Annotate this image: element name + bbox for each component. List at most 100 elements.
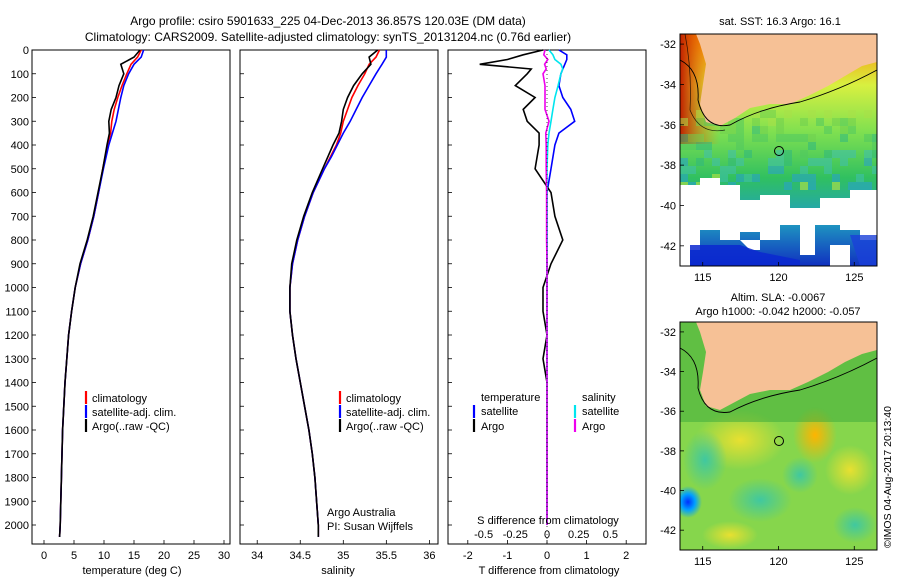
sst-pixel	[776, 158, 784, 166]
sst-pixel	[680, 158, 688, 166]
profile-line-argo-raw-qc-	[289, 49, 379, 537]
sst-map-axes: 115 120 125 -32 -34 -36 -38 -40 -42	[660, 39, 863, 284]
map-lat-label: -40	[660, 486, 676, 498]
legend-label-temp-satellite: satellite	[481, 406, 518, 418]
map-lat-label: -32	[660, 39, 676, 51]
sst-pixel	[832, 118, 840, 126]
sst-pixel	[720, 166, 728, 174]
sst-pixel	[840, 118, 848, 126]
profile-line-climatology	[289, 49, 381, 537]
x-tick-label: 35	[337, 550, 349, 562]
sst-pixel	[800, 150, 808, 158]
salinity-x-axis: 34 34.5 35 35.5 36	[251, 540, 436, 562]
sst-pixel	[784, 134, 792, 142]
legend-label-climatology: climatology	[92, 393, 148, 405]
sst-pixel	[752, 126, 760, 134]
s-tick-label: -0.5	[474, 529, 493, 541]
depth-tick-label: 1100	[5, 306, 29, 318]
x-tick-label: 5	[71, 550, 77, 562]
sst-pixel	[848, 110, 856, 118]
depth-tick-label: 2000	[5, 520, 29, 532]
sst-pixel	[776, 126, 784, 134]
map-lat-label: -42	[660, 241, 676, 253]
credit-stamp: ©IMOS 04-Aug-2017 20:13:40	[882, 406, 894, 548]
figure-title-line1: Argo profile: csiro 5901633_225 04-Dec-2…	[130, 14, 526, 28]
sst-pixel	[728, 134, 736, 142]
depth-tick-label: 1800	[5, 473, 29, 485]
sst-pixel	[704, 150, 712, 158]
sst-pixel	[808, 182, 816, 190]
sst-pixel	[736, 174, 744, 182]
depth-tick-label: 400	[11, 140, 29, 152]
salinity-panel	[239, 49, 439, 545]
temperature-profiles	[58, 49, 145, 537]
sst-pixel	[840, 158, 848, 166]
sst-pixel	[768, 158, 776, 166]
legend-label-temp-argo: Argo	[481, 421, 504, 433]
temperature-panel	[31, 49, 231, 545]
sst-pixel	[872, 134, 877, 142]
x-tick-label: 2	[623, 550, 629, 562]
sla-map-land	[696, 322, 877, 410]
sst-pixel	[760, 110, 768, 118]
map-lat-label: -36	[660, 406, 676, 418]
sst-pixel	[752, 134, 760, 142]
depth-tick-label: 700	[11, 211, 29, 223]
profile-line-temperature-argo	[479, 49, 564, 525]
legend-label-satellite: satellite-adj. clim.	[92, 407, 176, 419]
sst-pixel	[792, 134, 800, 142]
profile-line-salinity-argo	[542, 49, 550, 525]
sst-pixel	[736, 126, 744, 134]
sst-pixel	[800, 166, 808, 174]
sst-pixel	[728, 150, 736, 158]
sst-pixel	[864, 134, 872, 142]
map-lon-label: 115	[694, 272, 712, 284]
sst-pixel	[728, 126, 736, 134]
sst-pixel	[832, 182, 840, 190]
depth-tick-label: 1400	[5, 378, 29, 390]
temperature-x-label: temperature (deg C)	[82, 565, 181, 577]
sst-pixel	[728, 118, 736, 126]
sst-pixel	[808, 110, 816, 118]
sst-pixel	[800, 174, 808, 182]
sst-pixel	[768, 166, 776, 174]
sst-pixel	[680, 166, 688, 174]
sst-pixel	[752, 174, 760, 182]
sst-pixel	[680, 118, 688, 126]
sst-pixel	[832, 174, 840, 182]
legend-title-salinity: salinity	[582, 392, 616, 404]
depth-tick-label: 300	[11, 116, 29, 128]
sst-pixel	[824, 110, 832, 118]
sst-pixel	[688, 134, 696, 142]
sst-pixel	[784, 150, 792, 158]
x-tick-label: 36	[423, 550, 435, 562]
sst-pixel	[800, 182, 808, 190]
sst-map-land	[696, 34, 877, 126]
sst-pixel	[736, 158, 744, 166]
sst-pixel	[808, 158, 816, 166]
sst-pixel	[680, 134, 688, 142]
map-lat-label: -38	[660, 160, 676, 172]
depth-tick-label: 500	[11, 164, 29, 176]
x-tick-label: 0	[544, 550, 550, 562]
s-tick-label: -0.25	[503, 529, 528, 541]
map-lat-label: -34	[660, 367, 676, 379]
s-tick-label: 0.5	[603, 529, 618, 541]
sst-pixel	[824, 126, 832, 134]
depth-tick-label: 0	[23, 45, 29, 57]
difference-x-label: T difference from climatology	[479, 565, 620, 577]
figure-title-line2: Climatology: CARS2009. Satellite-adjuste…	[85, 30, 571, 44]
depth-tick-label: 600	[11, 188, 29, 200]
salinity-profiles	[289, 49, 388, 537]
x-tick-label: 10	[98, 550, 110, 562]
sst-pixel	[824, 166, 832, 174]
profile-line-satellite-adj-clim-	[58, 49, 145, 537]
sst-pixel	[848, 118, 856, 126]
legend-title-temperature: temperature	[481, 392, 540, 404]
sst-pixel	[824, 150, 832, 158]
sst-map-title: sat. SST: 16.3 Argo: 16.1	[719, 16, 841, 28]
s-tick-label: 0.25	[568, 529, 589, 541]
sst-pixel	[688, 166, 696, 174]
annotation-argo-australia: Argo Australia	[327, 507, 396, 519]
sst-pixel	[696, 134, 704, 142]
